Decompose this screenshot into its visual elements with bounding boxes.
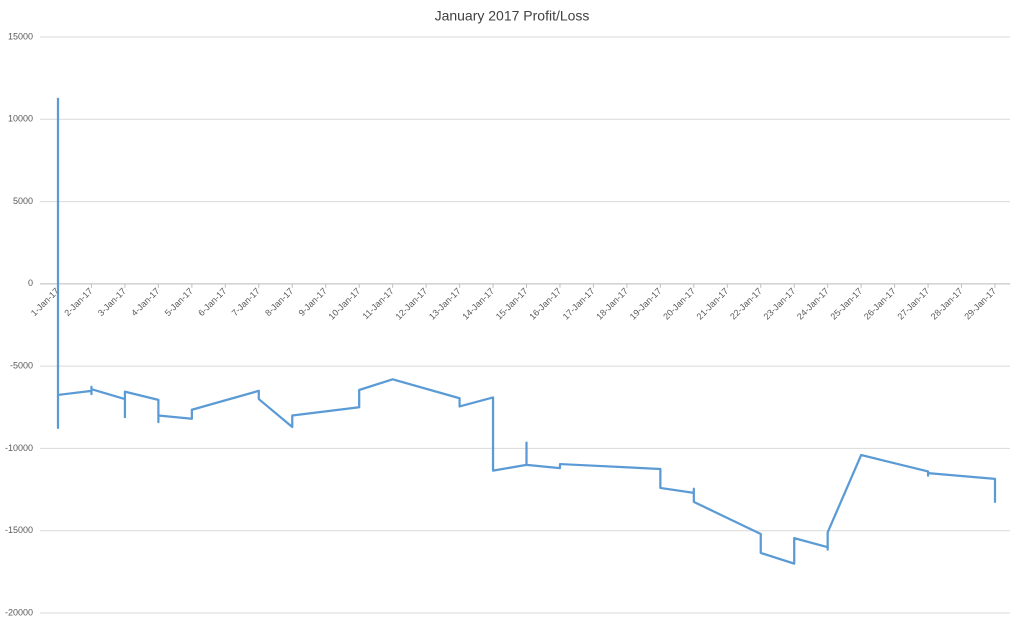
x-tick-label: 21-Jan-17 — [695, 286, 731, 322]
x-tick-label: 5-Jan-17 — [163, 286, 195, 318]
y-tick-label: 15000 — [8, 31, 33, 41]
x-tick-label: 4-Jan-17 — [129, 286, 161, 318]
x-tick-label: 8-Jan-17 — [263, 286, 295, 318]
x-tick-label: 1-Jan-17 — [29, 286, 61, 318]
x-tick-label: 2-Jan-17 — [62, 286, 94, 318]
y-tick-label: 0 — [28, 278, 33, 288]
x-tick-label: 13-Jan-17 — [427, 286, 463, 322]
x-tick-label: 7-Jan-17 — [230, 286, 262, 318]
x-tick-label: 12-Jan-17 — [393, 286, 429, 322]
x-tick-label: 9-Jan-17 — [297, 286, 329, 318]
x-tick-label: 11-Jan-17 — [360, 286, 395, 321]
x-tick-label: 24-Jan-17 — [795, 286, 831, 322]
x-tick-label: 3-Jan-17 — [96, 286, 128, 318]
y-tick-label: -20000 — [5, 607, 33, 617]
x-tick-label: 6-Jan-17 — [196, 286, 228, 318]
x-tick-label: 17-Jan-17 — [561, 286, 597, 322]
x-tick-label: 22-Jan-17 — [728, 286, 764, 322]
x-tick-label: 20-Jan-17 — [661, 286, 697, 322]
x-tick-label: 18-Jan-17 — [594, 286, 630, 322]
y-tick-label: 5000 — [13, 196, 33, 206]
y-tick-label: -15000 — [5, 525, 33, 535]
x-tick-label: 25-Jan-17 — [829, 286, 865, 322]
x-tick-label: 14-Jan-17 — [460, 286, 496, 322]
x-tick-label: 29-Jan-17 — [962, 286, 998, 322]
x-tick-label: 15-Jan-17 — [494, 286, 530, 322]
x-tick-label: 10-Jan-17 — [327, 286, 363, 322]
chart-title: January 2017 Profit/Loss — [435, 8, 590, 24]
x-tick-label: 26-Jan-17 — [862, 286, 898, 322]
y-tick-label: -10000 — [5, 443, 33, 453]
y-tick-label: 10000 — [8, 114, 33, 124]
data-line — [56, 97, 997, 565]
x-tick-label: 23-Jan-17 — [762, 286, 798, 322]
y-tick-label: -5000 — [10, 361, 33, 371]
x-tick-label: 19-Jan-17 — [628, 286, 664, 322]
x-tick-label: 28-Jan-17 — [929, 286, 965, 322]
x-tick-label: 27-Jan-17 — [895, 286, 931, 322]
x-tick-label: 16-Jan-17 — [527, 286, 563, 322]
